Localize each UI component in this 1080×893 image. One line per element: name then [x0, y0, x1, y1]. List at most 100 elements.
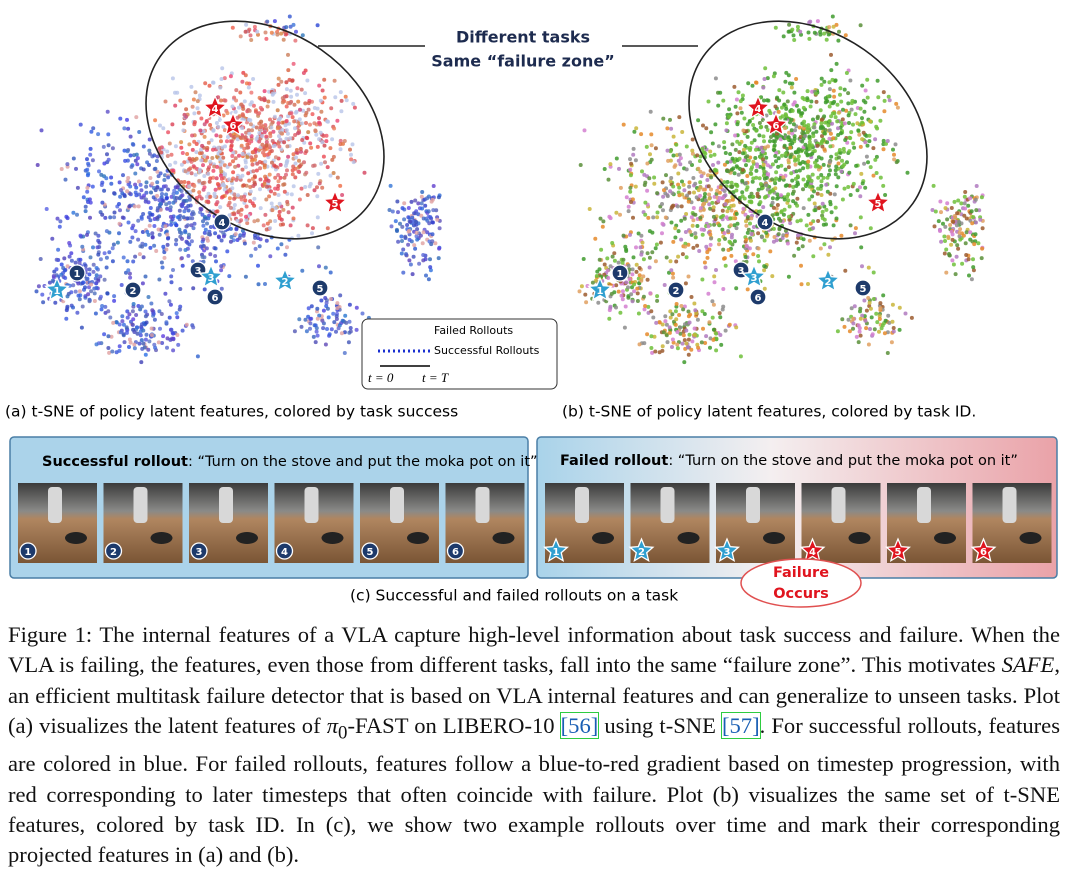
scatter-point	[209, 138, 214, 143]
scatter-point	[749, 216, 754, 221]
scatter-point	[197, 194, 202, 199]
scatter-point	[629, 200, 633, 204]
scatter-point	[620, 261, 625, 265]
scatter-point	[112, 215, 117, 220]
scatter-point	[621, 257, 626, 262]
scatter-point	[280, 96, 285, 101]
scatter-point	[205, 221, 209, 226]
circle-marker	[190, 542, 208, 560]
scatter-point	[194, 156, 199, 161]
robot-arm	[133, 487, 148, 523]
scatter-point	[338, 138, 343, 143]
scatter-point	[714, 331, 719, 336]
scatter-point	[714, 168, 719, 173]
scatter-point	[141, 328, 146, 333]
scatter-point	[293, 126, 297, 131]
caption: (b) t-SNE of policy latent features, col…	[562, 403, 976, 421]
scatter-point	[645, 332, 650, 337]
scatter-point	[126, 268, 131, 273]
scatter-point	[330, 157, 335, 162]
scatter-point	[277, 134, 281, 139]
scatter-point	[909, 315, 914, 320]
scatter-point	[717, 242, 721, 247]
scatter-point	[292, 329, 297, 334]
scatter-point	[197, 167, 202, 172]
scatter-point	[828, 168, 832, 173]
scatter-point	[195, 99, 200, 104]
scatter-point	[126, 220, 131, 225]
scatter-point	[707, 247, 712, 252]
scatter-point	[820, 144, 825, 149]
scatter-point	[643, 212, 648, 217]
scatter-point	[408, 262, 413, 267]
scatter-point	[724, 215, 729, 220]
scatter-point	[773, 186, 778, 191]
scatter-point	[214, 133, 219, 138]
scatter-point	[839, 233, 844, 238]
scatter-point	[821, 162, 826, 167]
scatter-point	[260, 142, 265, 147]
scatter-point	[227, 196, 232, 201]
scatter-point	[137, 341, 142, 346]
scatter-point	[805, 89, 810, 94]
scatter-point	[233, 232, 238, 237]
star-marker	[815, 267, 841, 293]
scatter-point	[761, 173, 766, 178]
scatter-point	[134, 152, 139, 157]
scatter-point	[602, 167, 607, 171]
pan	[934, 532, 956, 544]
scatter-point	[272, 163, 277, 168]
scatter-point	[634, 245, 638, 250]
scatter-point	[241, 106, 246, 111]
scatter-point	[303, 113, 308, 118]
scatter-point	[168, 205, 173, 210]
scatter-point	[703, 198, 708, 203]
scatter-point	[117, 221, 122, 226]
scatter-point	[763, 66, 768, 71]
scatter-point	[199, 158, 204, 163]
robot-arm	[219, 487, 233, 523]
scatter-point	[614, 156, 619, 161]
circle-marker	[104, 542, 123, 560]
scatter-point	[401, 270, 406, 275]
scatter-point	[50, 278, 55, 283]
scatter-point	[687, 180, 692, 185]
scatter-point	[411, 254, 416, 259]
scatter-point	[646, 304, 651, 309]
scatter-point	[801, 177, 806, 182]
scatter-point	[952, 199, 957, 204]
scatter-point	[761, 162, 766, 167]
circle-marker	[124, 281, 142, 299]
scatter-point	[871, 297, 876, 301]
scatter-point	[228, 205, 233, 210]
scatter-point	[831, 24, 836, 29]
citation[interactable]: [56]	[559, 712, 600, 740]
scatter-point	[247, 108, 252, 113]
scatter-point	[787, 204, 792, 209]
scatter-point	[733, 147, 738, 152]
scatter-point	[182, 209, 187, 214]
scatter-point	[185, 240, 190, 245]
scatter-point	[272, 114, 277, 119]
scatter-point	[631, 146, 636, 151]
scatter-point	[706, 224, 711, 229]
scatter-point	[674, 302, 679, 306]
scatter-point	[106, 346, 111, 350]
scatter-point	[830, 121, 834, 126]
scatter-point	[851, 326, 855, 331]
pan	[150, 532, 173, 544]
scatter-point	[618, 310, 623, 315]
scatter-point	[865, 95, 870, 100]
scatter-point	[179, 231, 184, 236]
caption-text: , an efficient multitask failure detecto…	[8, 652, 1060, 739]
scatter-point	[664, 333, 669, 338]
scatter-point	[125, 259, 130, 264]
scatter-point	[208, 159, 213, 164]
scatter-point	[771, 205, 776, 210]
marker-label: 1	[54, 286, 61, 297]
scatter-point	[712, 152, 717, 157]
scatter-point	[716, 160, 721, 165]
scatter-point	[315, 23, 320, 28]
scatter-point	[704, 126, 709, 131]
citation[interactable]: [57]	[720, 712, 761, 740]
